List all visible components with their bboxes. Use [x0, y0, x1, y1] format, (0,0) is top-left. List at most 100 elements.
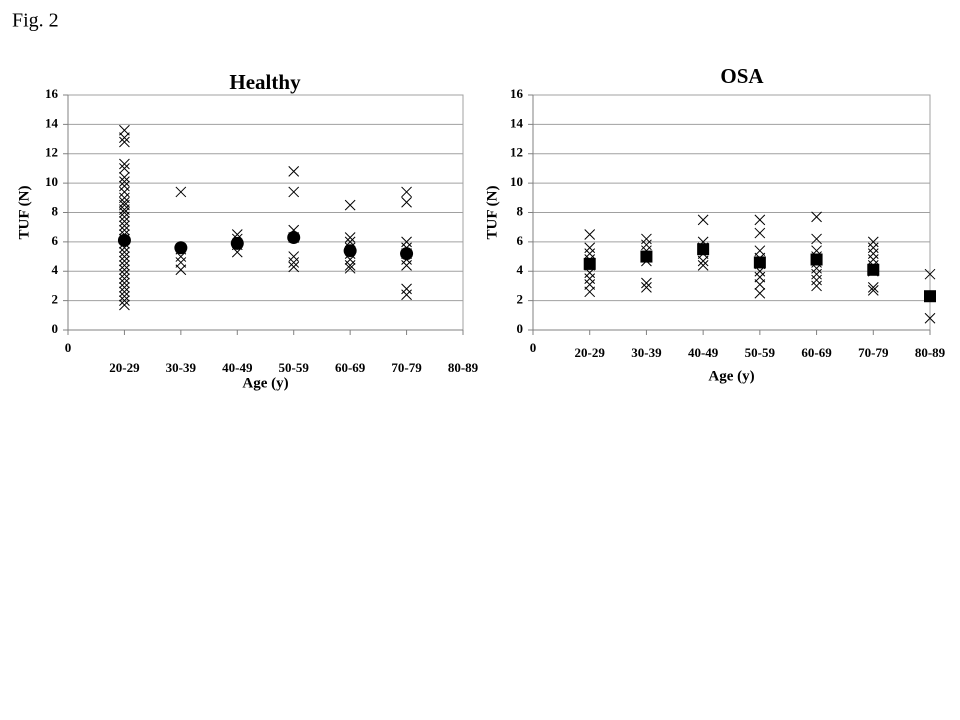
y-axis-label: TUF (N)	[484, 185, 500, 239]
y-tick-label: 0	[52, 321, 59, 336]
y-tick-label: 12	[510, 145, 523, 160]
x-axis-label: Age (y)	[708, 368, 754, 384]
x-tick-label: 50-59	[279, 360, 310, 375]
mean-point	[583, 257, 596, 270]
cross-point	[119, 220, 130, 232]
cross-point	[119, 180, 130, 192]
cross-point	[867, 254, 879, 265]
cross-point	[119, 158, 130, 170]
x-tick-label: 0	[530, 340, 537, 355]
cross-point	[119, 251, 130, 262]
cross-point	[119, 282, 130, 293]
mean-point	[810, 253, 823, 266]
cross-point	[584, 229, 596, 240]
y-tick-label: 2	[517, 292, 524, 307]
y-tick-label: 2	[52, 292, 59, 307]
cross-point	[119, 290, 130, 302]
chart-title: Healthy	[229, 70, 301, 94]
cross-point	[811, 211, 822, 223]
cross-point	[867, 242, 879, 254]
y-tick-label: 10	[510, 174, 523, 189]
cross-point	[344, 199, 356, 211]
cross-point	[119, 136, 130, 148]
cross-point	[754, 214, 766, 226]
y-tick-label: 4	[517, 262, 524, 277]
y-tick-label: 0	[517, 321, 524, 336]
mean-point	[343, 244, 357, 258]
x-tick-label: 80-89	[915, 345, 946, 360]
x-axis-label: Age (y)	[242, 375, 288, 391]
cross-point	[175, 264, 187, 276]
cross-point	[119, 186, 130, 198]
y-tick-label: 10	[45, 174, 58, 189]
y-tick-label: 16	[510, 86, 524, 101]
mean-point	[287, 230, 301, 244]
mean-point	[640, 250, 653, 263]
cross-point	[924, 268, 936, 280]
y-tick-label: 4	[52, 262, 59, 277]
cross-point	[119, 246, 130, 258]
cross-point	[344, 262, 356, 274]
cross-point	[288, 261, 300, 273]
y-tick-label: 8	[52, 203, 59, 218]
cross-point	[119, 264, 130, 276]
cross-point	[119, 255, 130, 267]
cross-point	[401, 289, 412, 301]
x-tick-label: 70-79	[391, 360, 422, 375]
mean-point	[924, 290, 936, 303]
x-tick-label: 60-69	[801, 345, 832, 360]
cross-point	[119, 260, 130, 271]
cross-point	[119, 224, 130, 236]
mean-point	[230, 236, 244, 250]
cross-point	[401, 283, 412, 295]
mean-point	[867, 263, 880, 276]
cross-point	[288, 166, 300, 177]
x-tick-label: 30-39	[166, 360, 197, 375]
y-axis-label: TUF (N)	[16, 185, 32, 239]
cross-point	[867, 236, 879, 248]
y-tick-label: 6	[52, 233, 59, 248]
cross-point	[119, 268, 130, 280]
x-tick-label: 40-49	[222, 360, 253, 375]
cross-point	[119, 163, 130, 174]
cross-point	[754, 279, 766, 290]
cross-point	[697, 260, 709, 271]
cross-point	[584, 242, 596, 254]
x-tick-label: 0	[65, 340, 72, 355]
y-tick-label: 16	[45, 86, 59, 101]
cross-point	[641, 233, 652, 245]
x-tick-label: 30-39	[631, 345, 662, 360]
cross-point	[811, 274, 822, 286]
cross-point	[811, 280, 822, 292]
cross-point	[119, 215, 130, 227]
cross-point	[811, 233, 822, 245]
x-tick-label: 60-69	[335, 360, 366, 375]
cross-point	[401, 186, 412, 198]
mean-point	[117, 233, 131, 247]
cross-point	[401, 236, 412, 248]
figure-label: Fig. 2	[12, 10, 59, 32]
cross-point	[584, 273, 596, 284]
cross-point	[119, 176, 130, 188]
cross-point	[867, 248, 879, 259]
cross-point	[697, 255, 709, 267]
x-tick-label: 50-59	[745, 345, 776, 360]
cross-point	[119, 295, 130, 306]
cross-point	[401, 260, 412, 271]
y-tick-label: 14	[45, 115, 59, 130]
cross-point	[288, 257, 300, 268]
x-tick-label: 40-49	[688, 345, 719, 360]
cross-point	[401, 196, 412, 208]
cross-point	[288, 186, 300, 198]
cross-point	[119, 273, 130, 284]
cross-point	[641, 277, 652, 289]
cross-point	[754, 227, 766, 239]
cross-point	[119, 171, 130, 183]
x-tick-label: 20-29	[109, 360, 140, 375]
cross-point	[584, 286, 596, 298]
mean-point	[400, 247, 414, 261]
cross-point	[811, 268, 822, 280]
cross-point	[924, 312, 936, 324]
